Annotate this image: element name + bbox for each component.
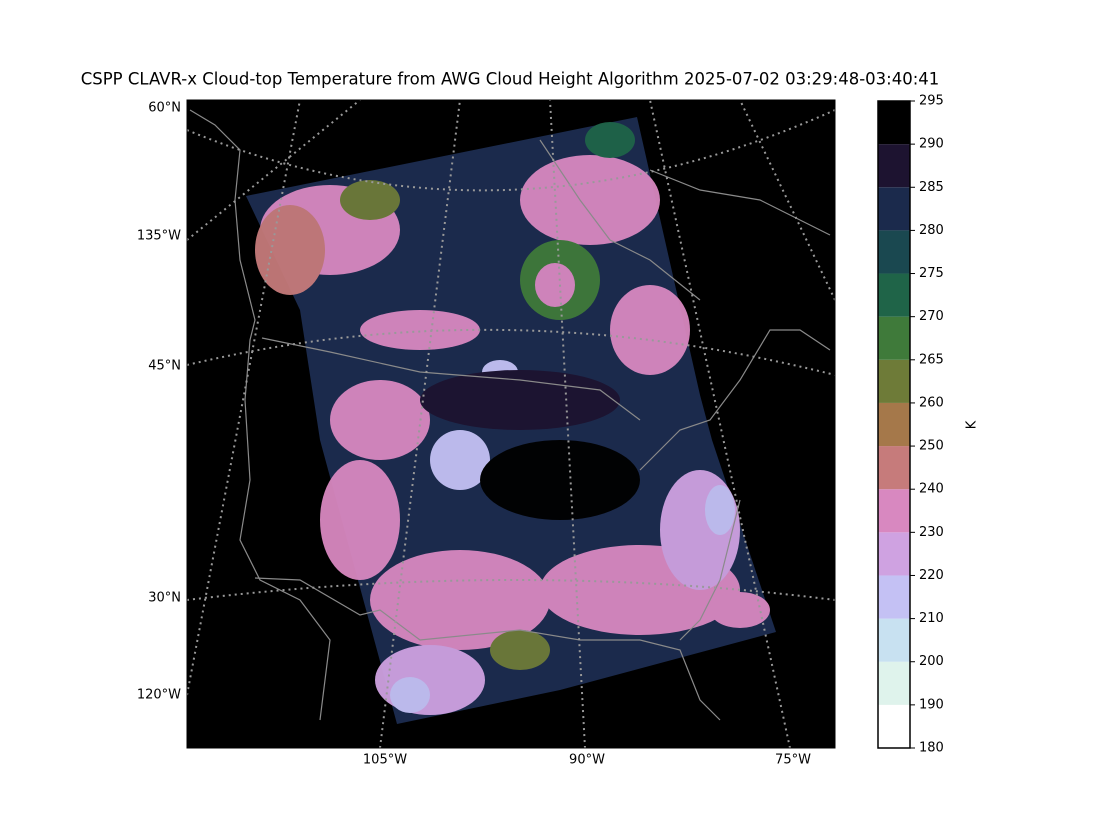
map-label: 60°N [148, 101, 181, 116]
map-frame [186, 99, 836, 749]
colorbar-tick-label: 285 [919, 180, 944, 195]
colorbar-tick-label: 260 [919, 395, 944, 410]
colorbar-band [878, 489, 910, 533]
colorbar: 180 190 200 210 220 230 240 250 260 265 270 275 280 2… [877, 94, 980, 756]
colorbar-band [878, 532, 910, 576]
graticule [187, 100, 835, 748]
colorbar-tick-label: 230 [919, 525, 944, 540]
title: CSPP CLAVR-x Cloud-top Temperature from … [81, 70, 940, 89]
colorbar-tick-label: 275 [919, 266, 944, 281]
colorbar-band [878, 575, 910, 619]
colorbar-tick-label: 180 [919, 741, 944, 756]
colorbar-tick-label: 220 [919, 568, 944, 583]
colorbar-tick-label: 280 [919, 223, 944, 238]
colorbar-tick-label: 270 [919, 309, 944, 324]
map-label: 75°W [775, 753, 811, 768]
colorbar-band [878, 618, 910, 662]
colorbar-band [878, 144, 910, 188]
map [186, 99, 836, 749]
map-label: 30°N [148, 591, 181, 606]
colorbar-frame [877, 100, 911, 749]
colorbar-band [878, 402, 910, 447]
colorbar-band [878, 187, 910, 231]
colorbar-band [878, 273, 910, 317]
colorbar-band [878, 230, 910, 274]
colorbar-tick-label: 210 [919, 611, 944, 626]
map-label: 45°N [148, 359, 181, 374]
colorbar-band [878, 661, 910, 705]
colorbar-band [878, 704, 910, 748]
colorbar-band [878, 101, 910, 145]
colorbar-band [878, 316, 910, 360]
colorbar-tick-label: 290 [919, 137, 944, 152]
colorbar-tick-label: 240 [919, 482, 944, 497]
map-label: 105°W [363, 753, 407, 768]
coastlines [189, 109, 831, 721]
colorbar-tick-label: 250 [919, 439, 944, 454]
map-labels: 60°N 135°W 45°N 30°N 120°W 105°W 90°W 75°W [137, 101, 811, 768]
colorbar-tick-label: 295 [919, 94, 944, 109]
colorbar-tick-label: 190 [919, 697, 944, 712]
colorbar-band [878, 359, 910, 403]
map-label: 120°W [137, 688, 181, 703]
map-label: 135°W [137, 229, 181, 244]
colorbar-tick-label: 200 [919, 654, 944, 669]
colorbar-tick-label: 265 [919, 352, 944, 367]
map-label: 90°W [569, 753, 605, 768]
colorbar-band [878, 446, 910, 490]
colorbar-label: K [965, 420, 980, 429]
